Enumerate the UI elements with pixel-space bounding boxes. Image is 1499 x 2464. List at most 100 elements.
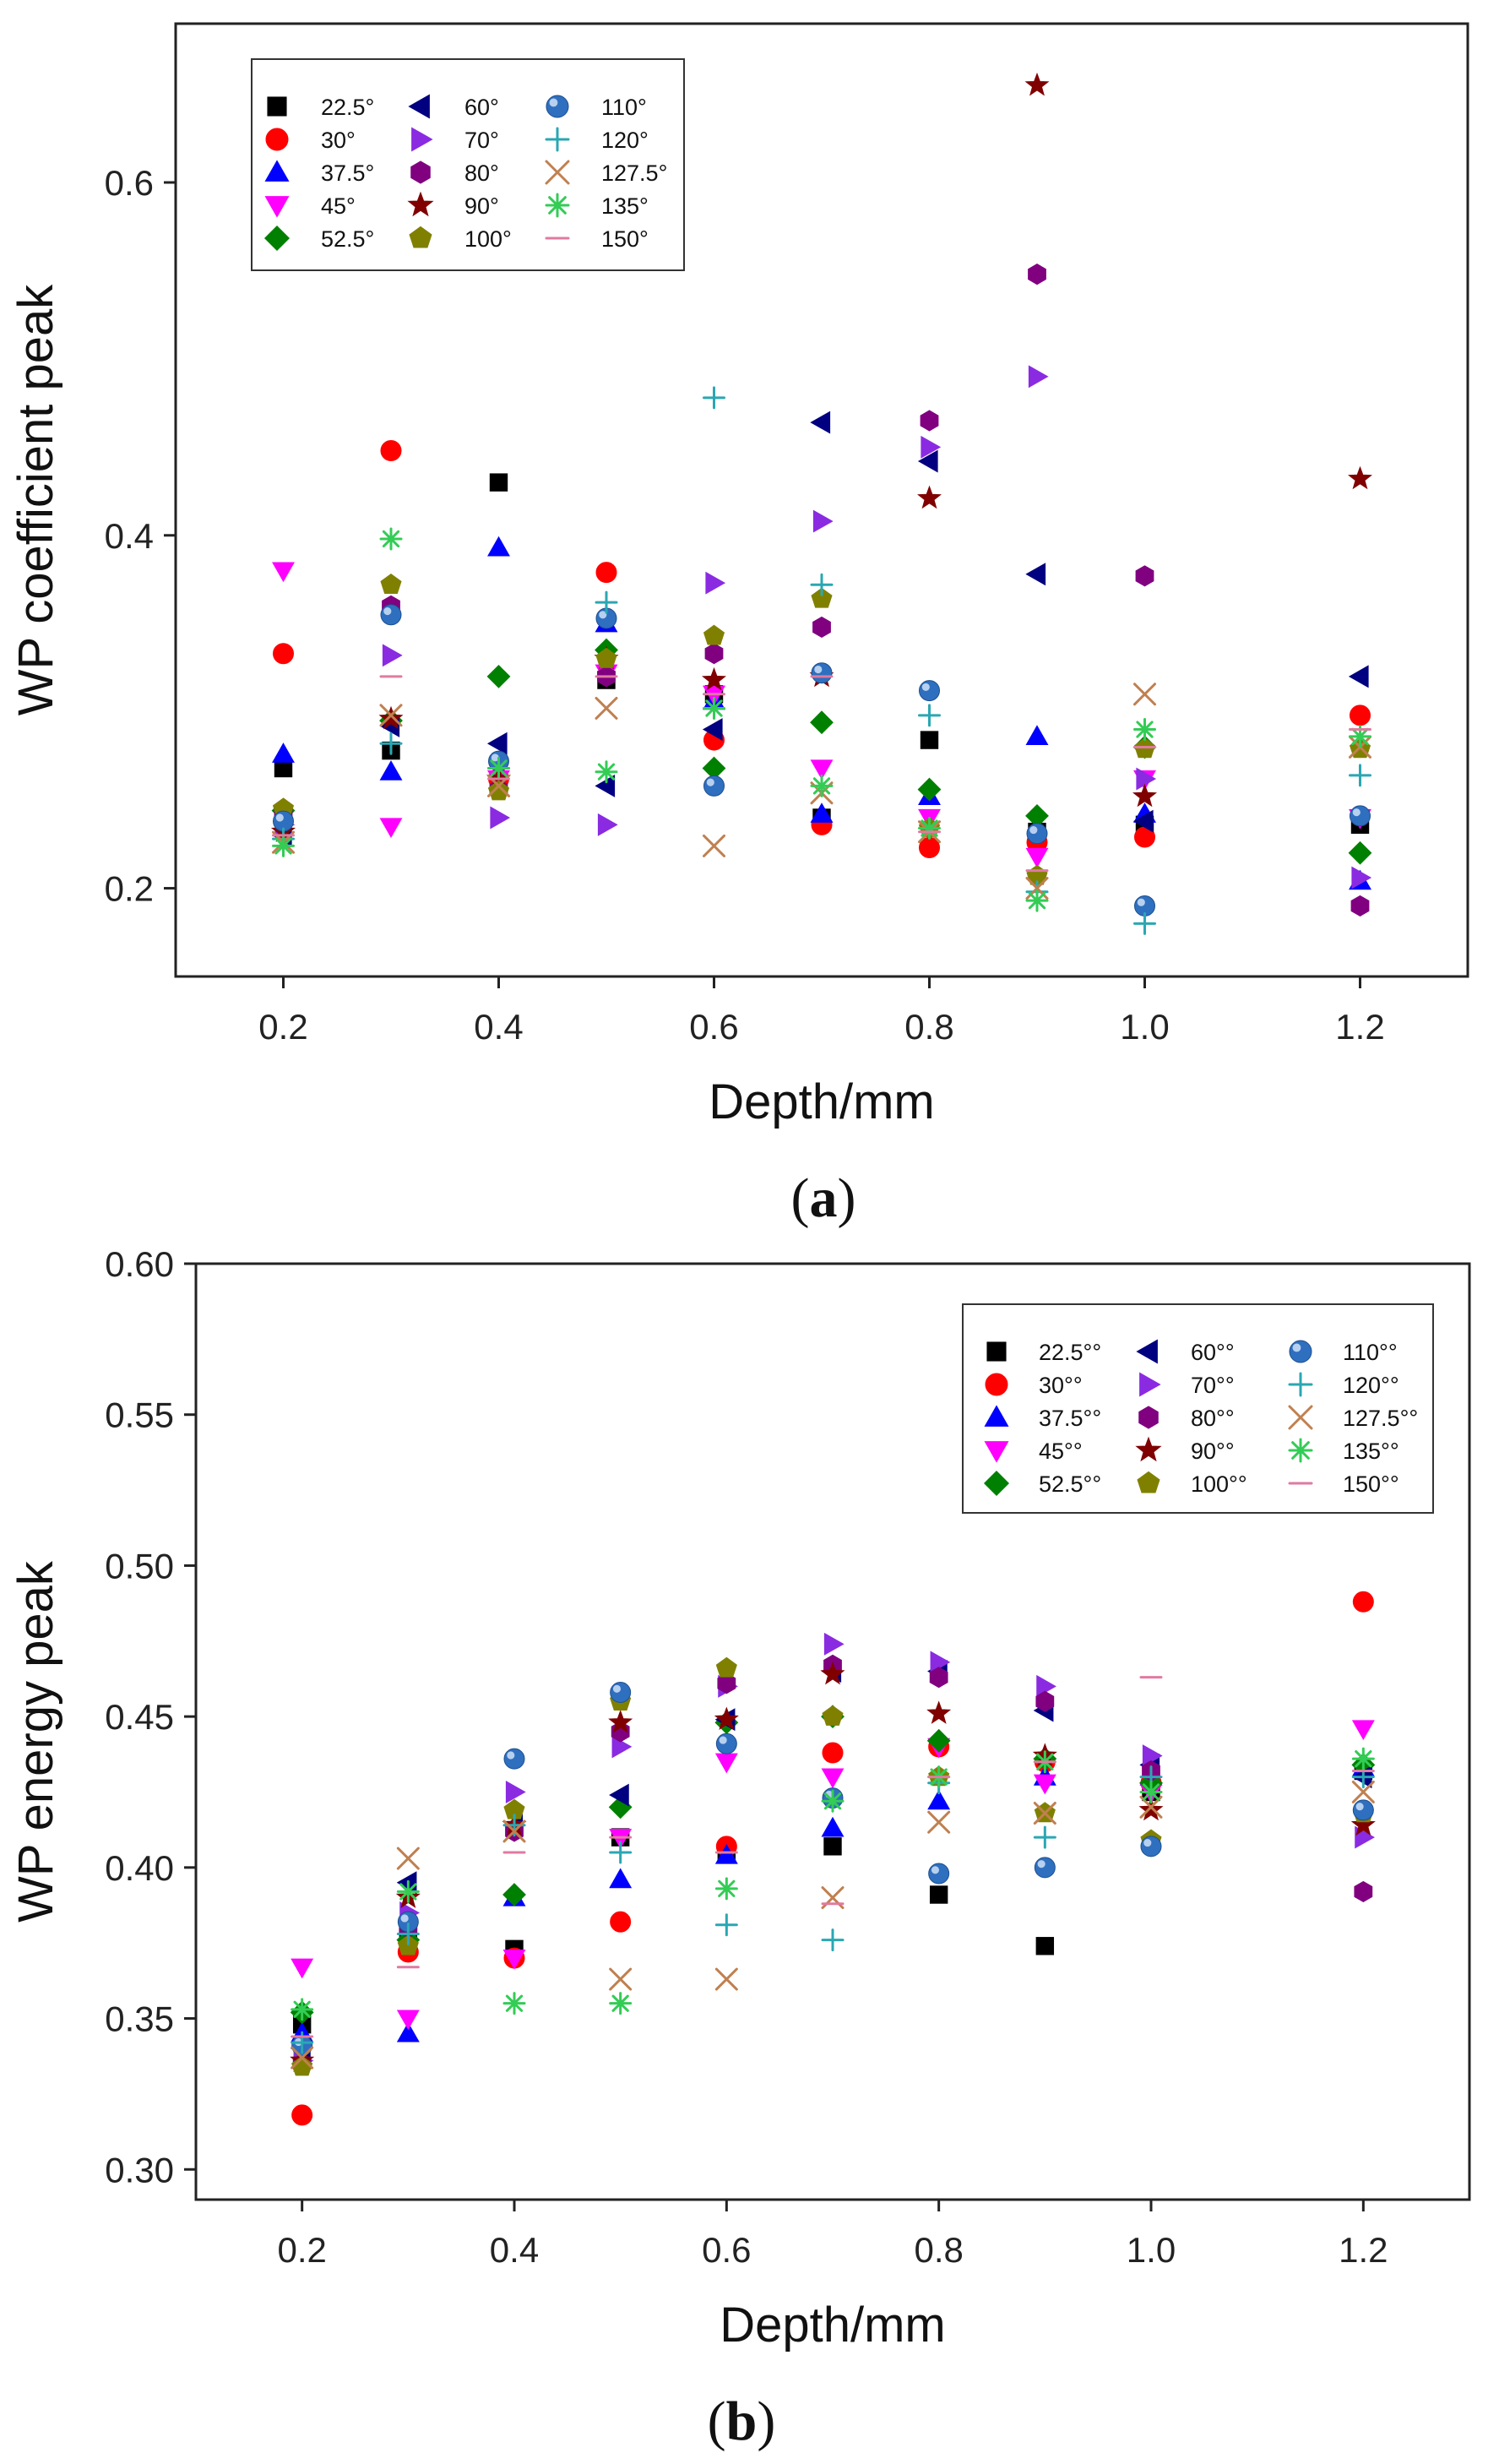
legend-b: 22.5°° 30°° 37.5°° 45°° 52.5°° 60°° 70°° 80°° 90… [962,1303,1434,1514]
point-127-5-b [609,1967,633,1991]
x-tick-label-a: 0.6 [689,1007,738,1047]
point-135-b [291,1998,314,2021]
point-70-a [921,435,942,459]
point-120-a [1349,764,1371,787]
point-100-b [715,1656,737,1678]
x-tick-label-a: 0.2 [258,1007,307,1047]
data-points-b [290,1591,1376,2126]
x-tick-label-a: 1.0 [1120,1007,1169,1047]
legend-label-150-a: 150° [601,226,649,252]
y-tick-label-b: 0.55 [105,1395,174,1435]
point-70-a [705,571,726,595]
point-60-a [702,718,723,742]
point-120-a [918,704,941,727]
point-120-b [714,1913,738,1937]
legend-label-90-a: 90° [464,193,499,219]
point-90-a [378,705,404,730]
legend-label-90-b: 90°° [1191,1439,1235,1464]
legend-label-150-b: 150°° [1343,1471,1399,1497]
point-90-b [926,1700,952,1724]
point-120-a [595,590,618,614]
point-22-5-b [823,1837,842,1856]
point-120-a [810,573,834,596]
point-135-a [272,834,295,857]
y-tick-label-a: 0.4 [105,516,154,556]
point-80-a [812,616,831,638]
point-80-a [704,643,724,665]
legend-label-120-b: 120°° [1343,1373,1399,1398]
y-tick-label-b: 0.45 [105,1697,174,1737]
point-110-b [1034,1857,1056,1879]
point-127-5-a [379,704,403,727]
point-30-b [291,2104,313,2126]
y-tick-label-b: 0.30 [105,2150,174,2189]
point-135-a [487,757,510,781]
point-45-a [703,685,725,706]
point-120-b [396,1922,420,1945]
point-60-b [609,1783,629,1807]
point-80-b [1354,1880,1373,1903]
point-60-a [917,449,938,473]
legend-label-70-a: 70° [464,128,499,153]
point-30-b [822,1742,844,1764]
legend-marker-110-a [546,95,569,118]
point-135-a [595,760,618,784]
point-100-a [487,780,510,801]
point-22-5-a [920,731,939,749]
point-30-a [1350,704,1371,726]
y-tick-label-b: 0.50 [105,1546,174,1586]
point-37-5-a [810,802,834,823]
point-80-a [1135,565,1154,587]
legend-marker-70-a [411,127,433,152]
point-120-b [609,1841,633,1864]
legend-label-110-a: 110° [601,95,647,120]
point-135-b [396,1879,420,1903]
legend-marker-127-5-b [1288,1405,1313,1430]
point-100-a [811,587,833,608]
point-110-b [715,1732,737,1754]
point-37-5-b [396,2021,420,2042]
legend-label-52-5-a: 52.5° [321,226,374,252]
legend-label-127-5-b: 127.5°° [1343,1406,1418,1431]
point-100-a [595,647,617,668]
legend-marker-37-5-a [264,160,290,182]
point-37-5-a [1025,725,1049,746]
point-110-b [1140,1836,1162,1858]
point-135-a [1133,718,1156,742]
panel-a: 0.2 0.4 0.6 0.8 1.0 1.2 0.2 0.4 0.6 Depth/mm WP co… [8,22,1469,1229]
point-80-a [1350,895,1370,917]
legend-marker-100-a [409,226,432,248]
x-tick-label-b: 1.2 [1339,2230,1388,2270]
point-60-a [810,411,831,434]
point-90-b [1138,1797,1164,1821]
point-45-b [502,1949,526,1970]
legend-label-80-a: 80° [464,160,499,186]
point-127-5-b [396,1847,420,1870]
point-90-a [917,485,942,509]
point-100-a [703,624,725,645]
point-70-a [1028,365,1049,389]
legend-label-120-a: 120° [601,128,649,153]
x-tick-label-a: 0.8 [904,1007,953,1047]
plot-frame-a [174,22,1469,978]
legend-label-100-b: 100°° [1191,1471,1247,1497]
legend-marker-30-b [985,1373,1008,1396]
point-135-b [502,1992,526,2015]
data-points-a [271,72,1372,935]
point-37-5-b [927,1789,951,1810]
legend-label-70-b: 70°° [1191,1373,1235,1398]
point-80-a [920,410,939,432]
point-45-a [379,818,403,839]
point-30-a [595,562,617,584]
point-110-a [1026,823,1048,845]
point-30-a [380,440,402,462]
point-120-b [821,1928,845,1952]
legend-label-45-a: 45° [321,193,356,219]
point-100-a [380,574,402,594]
point-70-a [1136,767,1157,791]
point-70-b [505,1781,526,1803]
legend-marker-22-5-b [986,1341,1007,1362]
point-80-b [929,1667,948,1689]
legend-marker-135-a [545,193,570,218]
